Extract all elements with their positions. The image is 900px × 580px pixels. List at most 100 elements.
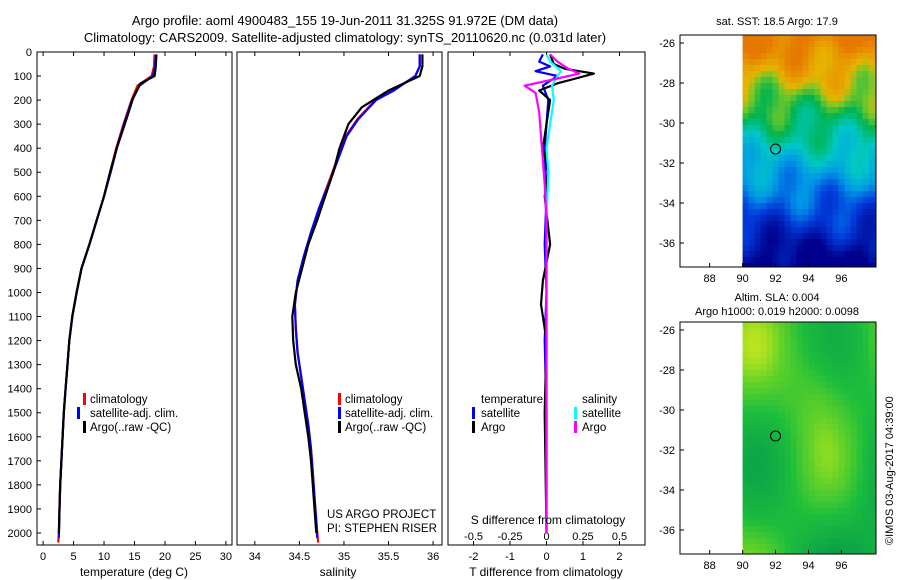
heatmap-cell <box>832 101 840 108</box>
heatmap-cell <box>862 376 870 383</box>
heatmap-cell <box>838 221 846 228</box>
heatmap-cell <box>808 143 816 150</box>
heatmap-cell <box>814 514 822 521</box>
heatmap-cell <box>772 334 780 341</box>
heatmap-cell <box>766 424 774 431</box>
heatmap-cell <box>844 47 852 54</box>
heatmap-cell <box>754 149 762 156</box>
heatmap-cell <box>838 59 846 66</box>
heatmap-cell <box>814 478 822 485</box>
heatmap-cell <box>820 526 828 533</box>
heatmap-cell <box>808 185 816 192</box>
heatmap-cell <box>844 382 852 389</box>
heatmap-cell <box>772 490 780 497</box>
heatmap-cell <box>808 77 816 84</box>
heatmap-cell <box>856 89 864 96</box>
heatmap-cell <box>874 550 876 554</box>
heatmap-cell <box>790 430 798 437</box>
heatmap-cell <box>796 137 804 144</box>
heatmap-cell <box>844 113 852 120</box>
heatmap-cell <box>778 203 786 210</box>
heatmap-cell <box>808 334 816 341</box>
heatmap-cell <box>826 484 834 491</box>
heatmap-cell <box>826 346 834 353</box>
sst-heatmap <box>742 35 876 267</box>
heatmap-cell <box>832 89 840 96</box>
legend-label-argo: Argo(..raw -QC) <box>90 422 171 434</box>
heatmap-cell <box>820 340 828 347</box>
heatmap-cell <box>820 418 828 425</box>
heatmap-cell <box>790 382 798 389</box>
heatmap-cell <box>868 532 876 539</box>
heatmap-cell <box>760 346 768 353</box>
heatmap-cell <box>742 406 750 413</box>
heatmap-cell <box>838 484 846 491</box>
heatmap-cell <box>844 406 852 413</box>
heatmap-cell <box>760 394 768 401</box>
heatmap-cell <box>784 484 792 491</box>
heatmap-cell <box>772 185 780 192</box>
heatmap-cell <box>772 215 780 222</box>
heatmap-cell <box>754 89 762 96</box>
x-tick-label: 5 <box>71 551 77 563</box>
heatmap-cell <box>820 227 828 234</box>
heatmap-cell <box>856 334 864 341</box>
heatmap-cell <box>760 257 768 264</box>
heatmap-cell <box>742 532 750 539</box>
heatmap-cell <box>790 526 798 533</box>
heatmap-cell <box>862 125 870 132</box>
heatmap-cell <box>850 47 858 54</box>
depth-axis: 0100200300400500600700800900100011001200… <box>8 47 41 540</box>
heatmap-cell <box>844 538 852 545</box>
x-tick-label: 36 <box>427 551 439 563</box>
map-x-tick-label: 88 <box>704 273 716 285</box>
heatmap-cell <box>856 544 864 551</box>
heatmap-cell <box>772 406 780 413</box>
heatmap-cell <box>802 227 810 234</box>
heatmap-cell <box>820 95 828 102</box>
heatmap-cell <box>826 59 834 66</box>
heatmap-cell <box>772 424 780 431</box>
heatmap-cell <box>766 538 774 545</box>
heatmap-cell <box>868 454 876 461</box>
heatmap-cell <box>820 41 828 48</box>
heatmap-cell <box>808 101 816 108</box>
heatmap-cell <box>862 322 870 329</box>
heatmap-cell <box>838 197 846 204</box>
heatmap-cell <box>820 490 828 497</box>
heatmap-cell <box>820 406 828 413</box>
legend-swatch-t-argo <box>472 421 475 433</box>
heatmap-cell <box>760 137 768 144</box>
heatmap-cell <box>784 227 792 234</box>
heatmap-cell <box>808 478 816 485</box>
heatmap-cell <box>862 328 870 335</box>
heatmap-cell <box>832 149 840 156</box>
y-tick-label: 300 <box>14 119 32 131</box>
heatmap-cell <box>868 346 876 353</box>
heatmap-cell <box>850 227 858 234</box>
heatmap-cell <box>802 155 810 162</box>
heatmap-cell <box>748 173 756 180</box>
heatmap-cell <box>760 125 768 132</box>
heatmap-cell <box>784 35 792 42</box>
heatmap-cell <box>760 424 768 431</box>
heatmap-cell <box>850 233 858 240</box>
heatmap-cell <box>874 448 876 455</box>
legend-label-argo: Argo(..raw -QC) <box>345 422 426 434</box>
heatmap-cell <box>844 370 852 377</box>
heatmap-cell <box>808 71 816 78</box>
heatmap-cell <box>766 346 774 353</box>
heatmap-cell <box>820 137 828 144</box>
series-line-climatology <box>57 54 156 543</box>
heatmap-cell <box>766 340 774 347</box>
heatmap-cell <box>814 233 822 240</box>
map-y-tick-label: -30 <box>659 405 675 417</box>
heatmap-cell <box>844 233 852 240</box>
heatmap-cell <box>808 161 816 168</box>
heatmap-cell <box>754 322 762 329</box>
heatmap-cell <box>778 245 786 252</box>
legend-label-satellite: satellite-adj. clim. <box>90 408 178 420</box>
heatmap-cell <box>784 544 792 551</box>
heatmap-cell <box>820 35 828 42</box>
series-line-argo-raw-qc- <box>57 54 158 534</box>
